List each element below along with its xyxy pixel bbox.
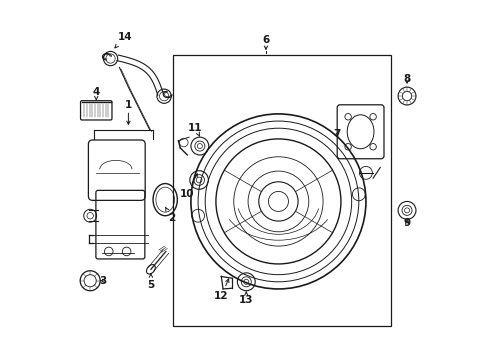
Text: 4: 4 [92,87,100,100]
Text: 14: 14 [115,32,132,48]
Text: 13: 13 [239,292,253,305]
Text: 7: 7 [333,129,340,139]
Text: 10: 10 [179,174,197,199]
Text: 3: 3 [100,276,107,286]
Text: 2: 2 [165,207,175,222]
Text: 8: 8 [403,74,410,84]
Text: 9: 9 [403,218,410,228]
Text: 11: 11 [188,123,203,136]
Text: 1: 1 [124,100,132,110]
Text: 12: 12 [214,279,228,301]
Bar [173,55,390,327]
Text: 5: 5 [147,274,154,290]
Text: 6: 6 [262,35,269,45]
